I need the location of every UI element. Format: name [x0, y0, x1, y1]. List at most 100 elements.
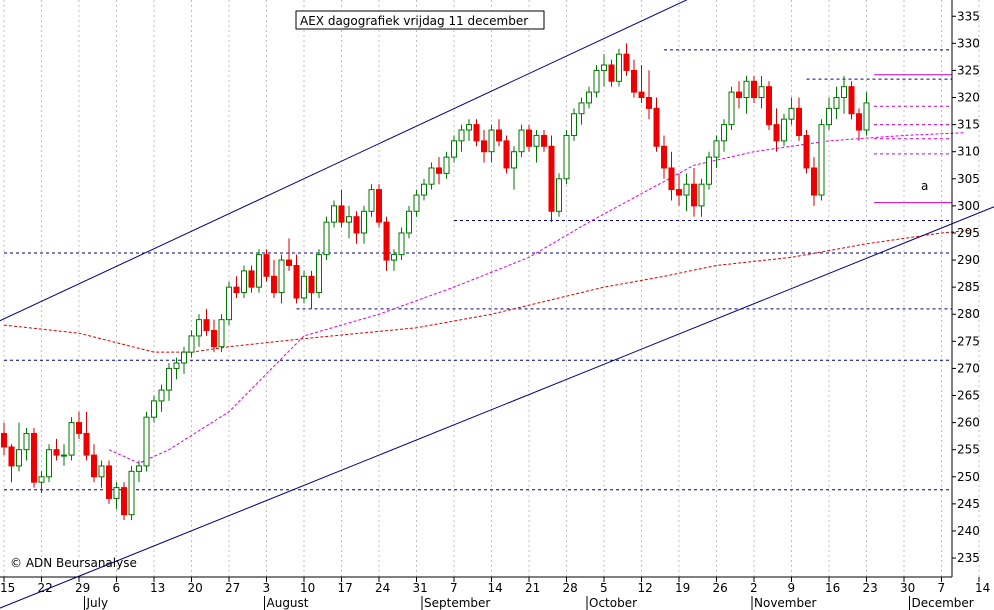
candle-body-106	[796, 107, 802, 136]
candle-body-22	[166, 367, 172, 391]
candle-body-101	[758, 86, 765, 99]
x-tick-label-5: 20	[188, 581, 203, 595]
candle-body-47	[353, 216, 360, 234]
y-tick-label-8: 275	[957, 334, 980, 348]
trend-line-0	[0, 0, 688, 322]
candle-body-75	[563, 134, 570, 180]
candle-body-40	[301, 275, 307, 299]
y-tick-label-13: 300	[957, 199, 980, 213]
candle-body-94	[706, 156, 712, 185]
y-tick-label-16: 315	[957, 118, 980, 132]
candle-body-63	[473, 124, 480, 142]
x-tick-label-3: 6	[113, 581, 121, 595]
candle-body-114	[856, 113, 862, 131]
candle-body-108	[811, 167, 817, 196]
candle-body-26	[196, 319, 202, 337]
candle-body-89	[668, 167, 675, 191]
candle-body-113	[848, 86, 855, 115]
candle-body-13	[98, 465, 105, 478]
candle-body-93	[698, 183, 705, 207]
y-tick-label-4: 255	[957, 443, 980, 457]
candle-body-62	[466, 124, 472, 131]
candle-body-54	[406, 210, 412, 234]
candle-body-45	[338, 205, 345, 223]
x-tick-label-24: 30	[900, 581, 915, 595]
candle-body-77	[578, 102, 585, 115]
y-tick-label-3: 250	[957, 470, 980, 484]
candle-body-2	[16, 449, 22, 467]
x-tick-label-16: 5	[600, 581, 608, 595]
month-label-5: December	[912, 596, 974, 610]
y-tick-label-14: 305	[957, 172, 980, 186]
candle-body-69	[518, 129, 525, 153]
candle-body-0	[1, 432, 7, 448]
candle-body-79	[593, 69, 600, 93]
candle-body-27	[203, 319, 210, 331]
candle-body-87	[653, 107, 660, 147]
candle-body-36	[271, 275, 277, 294]
candle-body-84	[631, 69, 637, 93]
y-tick-label-5: 260	[957, 416, 980, 430]
candle-body-109	[818, 124, 825, 196]
x-tick-label-8: 10	[300, 581, 315, 595]
candle-body-57	[428, 167, 435, 185]
candle-body-81	[608, 64, 615, 82]
credit-label: © ADN Beursanalyse	[10, 556, 137, 570]
x-tick-label-13: 14	[488, 581, 503, 595]
month-label-0: July	[86, 596, 109, 610]
candle-body-78	[586, 91, 592, 104]
x-tick-label-9: 17	[338, 581, 353, 595]
x-axis-ticks: 15 22 29 6 13 20 27 3 10 17 24 31 7 14 21 28 5 12 19 26 2 9 16…	[0, 577, 990, 595]
candle-body-71	[533, 134, 540, 147]
y-tick-label-0: 235	[957, 551, 980, 565]
candle-body-33	[248, 270, 255, 288]
candle-body-49	[368, 189, 375, 212]
candle-body-83	[623, 53, 630, 71]
x-tick-label-14: 21	[525, 581, 540, 595]
trend-line-1	[0, 206, 994, 609]
candle-body-65	[488, 129, 495, 153]
candle-body-44	[331, 205, 337, 223]
candle-body-115	[863, 102, 870, 131]
candle-body-7	[53, 449, 60, 456]
month-label-1: August	[267, 596, 309, 610]
candle-body-52	[391, 254, 397, 261]
candle-body-105	[788, 107, 795, 120]
candle-body-20	[151, 400, 157, 418]
candle-body-46	[346, 216, 352, 223]
y-tick-label-19: 330	[957, 36, 980, 50]
candle-body-19	[143, 416, 150, 467]
x-tick-label-25: 7	[938, 581, 946, 595]
month-label-2: September	[424, 596, 490, 610]
x-tick-label-22: 16	[825, 581, 840, 595]
candle-body-92	[691, 183, 697, 207]
candle-body-70	[526, 129, 532, 147]
y-tick-label-12: 295	[957, 226, 980, 240]
x-tick-label-2: 29	[75, 581, 90, 595]
candle-body-1	[8, 446, 15, 467]
moving-average-short	[108, 132, 965, 464]
candle-body-29	[218, 319, 225, 348]
x-tick-label-23: 23	[863, 581, 878, 595]
candle-body-64	[481, 140, 487, 153]
candle-body-56	[421, 183, 427, 196]
candle-body-10	[76, 422, 82, 434]
horizontal-levels	[4, 49, 952, 491]
candle-body-23	[173, 362, 180, 369]
candle-body-34	[256, 254, 262, 288]
y-axis-ticks: 235 240 245 250 255 260 265 270 275 280 285 290 295 3…	[952, 9, 980, 565]
y-tick-label-2: 245	[957, 497, 980, 511]
candle-body-30	[226, 286, 232, 321]
candle-body-55	[413, 194, 420, 212]
candle-body-74	[556, 178, 562, 212]
candle-body-51	[383, 221, 390, 261]
candle-body-53	[398, 232, 405, 256]
candle-body-111	[833, 97, 840, 109]
candle-body-97	[728, 91, 735, 126]
month-labels: July August September October November Decemb…	[84, 596, 974, 610]
candle-body-85	[638, 91, 645, 99]
candle-body-99	[743, 80, 750, 99]
